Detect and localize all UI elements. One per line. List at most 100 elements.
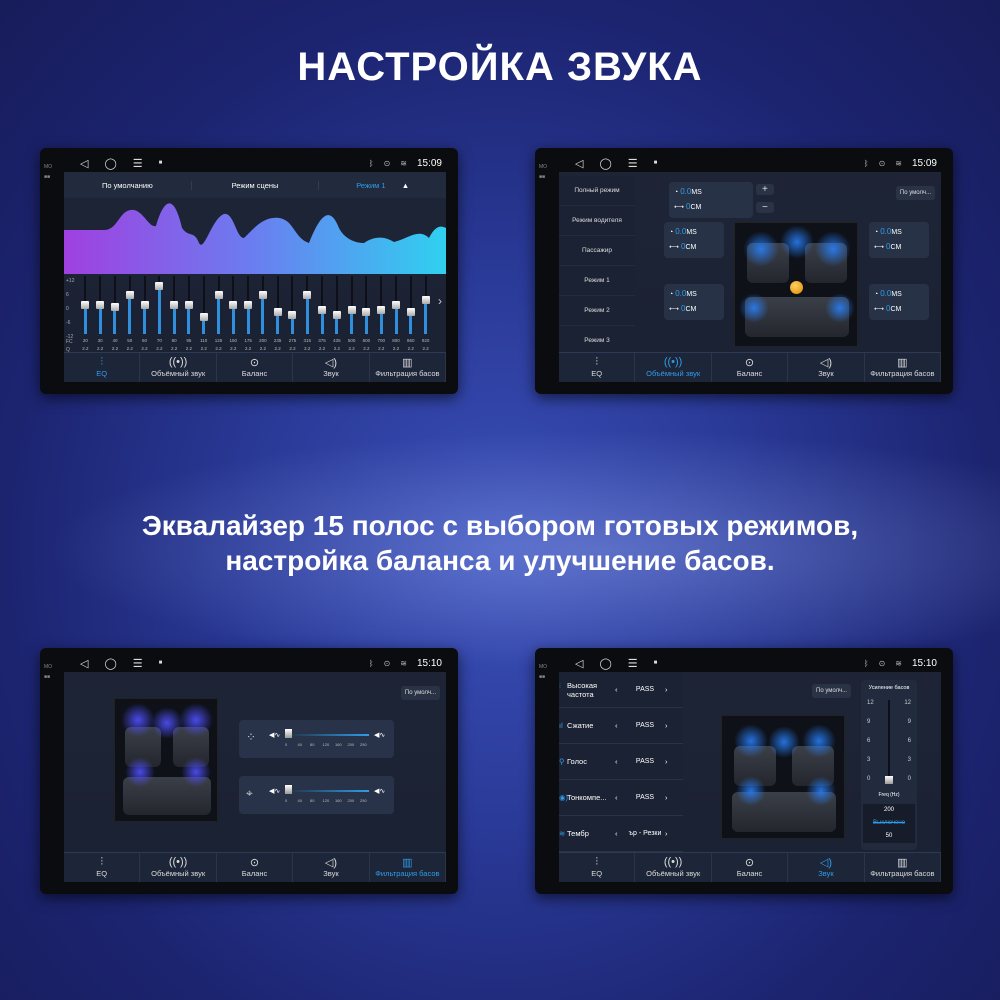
bass-filter-track[interactable]: [287, 790, 369, 792]
back-icon[interactable]: ◁: [575, 157, 584, 170]
nav-speaker[interactable]: ◁) Звук: [293, 853, 370, 882]
speaker-delay-box[interactable]: ◔ 0.0MS ⟷ 0CM: [664, 222, 724, 258]
nav-balance[interactable]: ⊙ Баланс: [712, 853, 789, 882]
eq-band-handle[interactable]: [377, 305, 386, 314]
minus-button[interactable]: −: [756, 202, 774, 213]
eq-band-slider[interactable]: [291, 276, 294, 334]
eq-band-handle[interactable]: [125, 291, 134, 300]
chevron-left-icon[interactable]: ‹: [615, 829, 618, 838]
bass-filter-track[interactable]: [287, 734, 369, 736]
eq-band-handle[interactable]: [421, 296, 430, 305]
mode-item[interactable]: Пассажир: [559, 236, 635, 266]
nav-eq[interactable]: ⫶ EQ: [559, 853, 636, 882]
menu-icon[interactable]: ☰: [627, 157, 638, 170]
listening-position-marker[interactable]: [790, 281, 803, 294]
plus-button[interactable]: +: [756, 184, 774, 195]
eq-band-handle[interactable]: [362, 308, 371, 317]
default-button[interactable]: По умолч...: [400, 686, 440, 700]
bass-boost-handle[interactable]: [885, 776, 893, 784]
chevron-right-icon[interactable]: ›: [438, 294, 442, 308]
speaker-delay-box[interactable]: ◔ 0.0MS ⟷ 0CM: [669, 182, 753, 218]
eq-band-slider[interactable]: [202, 276, 205, 334]
back-icon[interactable]: ◁: [575, 657, 584, 670]
eq-band-slider[interactable]: [380, 276, 383, 334]
nav-balance[interactable]: ⊙ Баланс: [217, 853, 294, 882]
default-button[interactable]: По умолч...: [895, 186, 935, 200]
eq-band-handle[interactable]: [96, 301, 105, 309]
freq-option[interactable]: 200: [863, 804, 915, 817]
tab-default[interactable]: По умолчанию: [101, 180, 153, 190]
chevron-left-icon[interactable]: ‹: [615, 793, 618, 802]
mode-item[interactable]: Полный режим: [559, 176, 635, 206]
eq-band-handle[interactable]: [273, 308, 282, 317]
bass-filter-handle[interactable]: [285, 785, 292, 794]
freq-option[interactable]: Выключено: [863, 817, 915, 830]
chevron-right-icon[interactable]: ›: [665, 685, 668, 694]
eq-band-handle[interactable]: [392, 301, 401, 309]
tab-mode-1[interactable]: Режим 1 ▲: [319, 181, 446, 190]
chevron-left-icon[interactable]: ‹: [615, 721, 618, 730]
eq-band-handle[interactable]: [332, 310, 341, 319]
chevron-left-icon[interactable]: ‹: [615, 757, 618, 766]
eq-band-handle[interactable]: [184, 301, 193, 309]
freq-option[interactable]: 50: [863, 830, 915, 843]
home-icon[interactable]: ◯: [599, 657, 612, 670]
eq-band-handle[interactable]: [140, 301, 149, 309]
chevron-left-icon[interactable]: ‹: [615, 685, 618, 694]
nav-surround[interactable]: ((•)) Объёмный звук: [635, 353, 712, 382]
nav-eq[interactable]: ⫶ EQ: [64, 353, 141, 382]
eq-band-handle[interactable]: [229, 301, 238, 309]
triangle-up-icon[interactable]: ▲: [401, 180, 410, 190]
nav-surround[interactable]: ((•)) Объёмный звук: [140, 353, 217, 382]
back-icon[interactable]: ◁: [80, 157, 89, 170]
eq-band-handle[interactable]: [406, 308, 415, 317]
eq-band-handle[interactable]: [318, 305, 327, 314]
speaker-delay-box[interactable]: ◔ 0.0MS ⟷ 0CM: [869, 222, 929, 258]
eq-band-handle[interactable]: [155, 281, 164, 290]
chevron-right-icon[interactable]: ›: [665, 793, 668, 802]
back-icon[interactable]: ◁: [80, 657, 89, 670]
eq-band-handle[interactable]: [347, 305, 356, 314]
menu-icon[interactable]: ☰: [132, 157, 143, 170]
mode-item[interactable]: Режим 2: [559, 296, 635, 326]
default-button[interactable]: По умолч...: [812, 684, 852, 698]
nav-eq[interactable]: ⫶ EQ: [64, 853, 141, 882]
nav-bass-filter[interactable]: ▥ Фильтрация басов: [865, 853, 941, 882]
eq-band-handle[interactable]: [258, 291, 267, 300]
speaker-delay-box[interactable]: ◔ 0.0MS ⟷ 0CM: [869, 284, 929, 320]
chevron-right-icon[interactable]: ›: [665, 721, 668, 730]
eq-band-slider[interactable]: [335, 276, 338, 334]
tab-scene[interactable]: Режим сцены: [190, 180, 320, 190]
bass-boost-slider[interactable]: [888, 700, 890, 780]
speaker-delay-box[interactable]: ◔ 0.0MS ⟷ 0CM: [664, 284, 724, 320]
nav-balance[interactable]: ⊙ Баланс: [712, 353, 789, 382]
nav-bass-filter[interactable]: ▥ Фильтрация басов: [370, 853, 446, 882]
chevron-right-icon[interactable]: ›: [665, 829, 668, 838]
chevron-right-icon[interactable]: ›: [665, 757, 668, 766]
eq-band-handle[interactable]: [288, 310, 297, 319]
menu-icon[interactable]: ☰: [132, 657, 143, 670]
menu-icon[interactable]: ☰: [627, 657, 638, 670]
eq-band-handle[interactable]: [110, 303, 119, 312]
eq-band-handle[interactable]: [214, 291, 223, 300]
nav-balance[interactable]: ⊙ Баланс: [217, 353, 294, 382]
nav-surround[interactable]: ((•)) Объёмный звук: [635, 853, 712, 882]
home-icon[interactable]: ◯: [104, 657, 117, 670]
eq-band-slider[interactable]: [276, 276, 279, 334]
eq-band-slider[interactable]: [409, 276, 412, 334]
home-icon[interactable]: ◯: [599, 157, 612, 170]
nav-surround[interactable]: ((•)) Объёмный звук: [140, 853, 217, 882]
eq-band-slider[interactable]: [365, 276, 368, 334]
nav-speaker[interactable]: ◁) Звук: [788, 353, 865, 382]
eq-band-handle[interactable]: [199, 313, 208, 322]
nav-speaker[interactable]: ◁) Звук: [293, 353, 370, 382]
eq-band-slider[interactable]: [350, 276, 353, 334]
eq-band-handle[interactable]: [170, 301, 179, 309]
nav-bass-filter[interactable]: ▥ Фильтрация басов: [865, 353, 941, 382]
nav-bass-filter[interactable]: ▥ Фильтрация басов: [370, 353, 446, 382]
mode-item[interactable]: Режим 1: [559, 266, 635, 296]
eq-band-handle[interactable]: [81, 301, 90, 309]
mode-item[interactable]: Режим водителя: [559, 206, 635, 236]
eq-band-slider[interactable]: [321, 276, 324, 334]
home-icon[interactable]: ◯: [104, 157, 117, 170]
